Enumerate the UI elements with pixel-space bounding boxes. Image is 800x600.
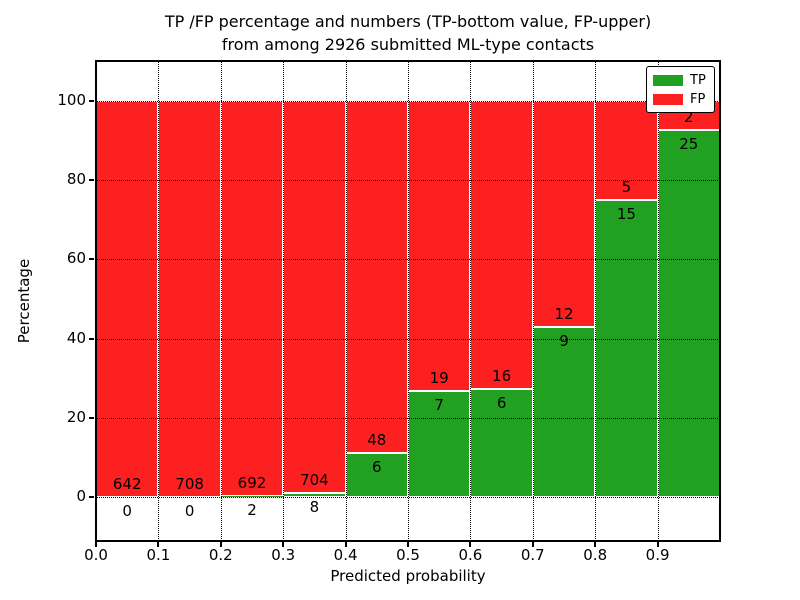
x-tick xyxy=(282,542,285,547)
chart-title: TP /FP percentage and numbers (TP-bottom… xyxy=(96,10,720,56)
legend: TP FP xyxy=(646,66,715,113)
x-tick-label: 0.0 xyxy=(84,546,108,564)
x-tick xyxy=(656,542,659,547)
fp-count-label: 12 xyxy=(554,305,574,324)
bar-segment-fp xyxy=(220,100,284,497)
x-tick-label: 0.4 xyxy=(333,546,358,564)
bar-segment-fp xyxy=(532,100,596,328)
x-tick-label: 0.7 xyxy=(520,546,545,564)
y-tick xyxy=(89,99,94,102)
x-tick xyxy=(594,542,597,547)
y-axis-label: Percentage xyxy=(15,258,33,344)
bar-segment-tp xyxy=(283,492,346,498)
fp-count-label: 642 xyxy=(112,475,142,494)
y-tick-label: 80 xyxy=(66,170,86,188)
tp-count-label: 15 xyxy=(616,204,636,223)
tp-count-label: 7 xyxy=(434,395,444,414)
bar-segment-fp xyxy=(283,100,346,493)
x-tick xyxy=(531,542,534,547)
fp-count-label: 708 xyxy=(175,475,204,494)
x-tick xyxy=(344,542,347,547)
tp-count-label: 8 xyxy=(309,497,320,516)
x-tick xyxy=(407,542,409,547)
fp-count-label: 5 xyxy=(621,177,632,196)
bar-segment-tp xyxy=(345,453,408,498)
x-axis-label: Predicted probability xyxy=(330,567,486,585)
x-tick-label: 0.2 xyxy=(208,546,233,564)
y-tick-label: 100 xyxy=(57,90,86,109)
y-tick xyxy=(89,496,94,499)
bar-segment-tp xyxy=(532,327,596,498)
tp-count-label: 6 xyxy=(496,394,507,413)
x-tick xyxy=(219,542,222,547)
fp-count-label: 16 xyxy=(492,367,512,386)
bar-segment-tp xyxy=(220,496,284,498)
y-tick xyxy=(89,417,94,420)
fp-count-label: 48 xyxy=(367,431,387,450)
bar-segment-fp xyxy=(595,100,658,200)
bar-segment-fp xyxy=(470,100,533,390)
bar-segment-fp xyxy=(96,100,159,498)
legend-swatch-tp xyxy=(653,75,683,86)
y-tick-label: 20 xyxy=(66,408,86,427)
y-tick xyxy=(89,337,94,340)
bar-segment-fp xyxy=(408,100,471,391)
bar-segment-tp xyxy=(595,199,658,498)
tp-count-label: 0 xyxy=(184,502,195,521)
legend-swatch-fp xyxy=(653,94,683,105)
legend-label-tp: TP xyxy=(690,73,706,88)
y-tick-label: 60 xyxy=(66,249,86,268)
fp-count-label: 2 xyxy=(684,108,694,127)
tp-count-label: 6 xyxy=(372,458,382,477)
legend-row: TP xyxy=(647,71,714,90)
fp-count-label: 704 xyxy=(300,470,329,489)
legend-row: FP xyxy=(647,90,714,109)
x-tick xyxy=(157,542,160,547)
legend-label-fp: FP xyxy=(690,92,706,107)
x-tick xyxy=(95,542,97,547)
fp-count-label: 692 xyxy=(237,474,267,493)
y-tick xyxy=(89,258,94,261)
bar-segment-fp xyxy=(345,100,408,454)
x-tick xyxy=(469,542,472,547)
bar-segment-fp xyxy=(158,100,221,498)
tp-count-label: 2 xyxy=(247,501,257,520)
y-tick xyxy=(89,179,94,181)
fp-count-label: 19 xyxy=(429,368,449,387)
x-tick-label: 0.6 xyxy=(458,546,483,564)
chart-title-line2: from among 2926 submitted ML-type contac… xyxy=(221,35,595,54)
tp-count-label: 0 xyxy=(122,502,132,521)
y-tick-label: 0 xyxy=(76,487,86,506)
x-tick-label: 0.8 xyxy=(583,546,608,564)
y-gridline xyxy=(96,497,720,499)
x-tick-label: 0.3 xyxy=(271,546,296,564)
chart-title-line1: TP /FP percentage and numbers (TP-bottom… xyxy=(164,12,652,31)
x-tick-label: 0.1 xyxy=(146,546,171,564)
x-tick-label: 0.5 xyxy=(396,546,420,564)
tp-count-label: 9 xyxy=(559,332,569,351)
bar-segment-tp xyxy=(657,130,720,498)
x-tick-label: 0.9 xyxy=(645,546,670,564)
tp-count-label: 25 xyxy=(679,135,699,154)
y-tick-label: 40 xyxy=(66,328,86,347)
